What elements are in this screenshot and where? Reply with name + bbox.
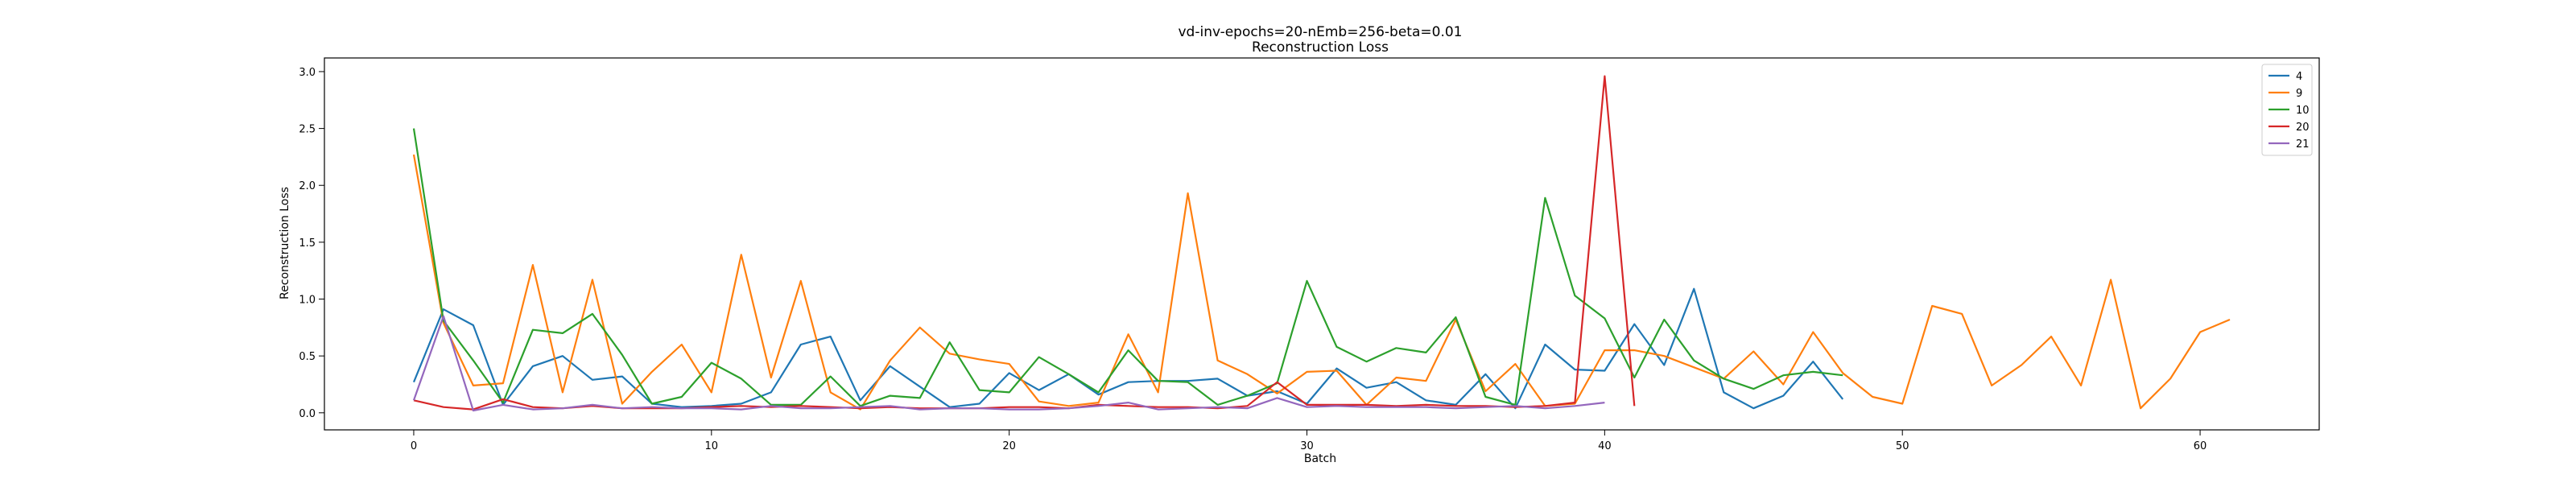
x-tick-label: 10 [705, 440, 719, 452]
x-axis-label: Batch [1304, 452, 1336, 465]
legend-label-21: 21 [2296, 138, 2310, 151]
legend-label-9: 9 [2296, 88, 2302, 100]
x-tick-label: 30 [1300, 440, 1314, 452]
y-tick-label: 2.0 [299, 180, 316, 192]
x-tick-label: 0 [411, 440, 417, 452]
y-axis-label: Reconstruction Loss [279, 187, 291, 299]
y-tick-label: 2.5 [299, 124, 316, 136]
legend: 4 9 10 20 21 [2261, 64, 2313, 156]
y-tick-label: 0.0 [299, 408, 316, 420]
x-tick-label: 50 [1896, 440, 1909, 452]
y-tick-label: 1.5 [299, 237, 316, 250]
chart-title: vd-inv-epochs=20-nEmb=256-beta=0.01 [1179, 24, 1463, 40]
legend-label-20: 20 [2296, 122, 2310, 134]
legend-label-4: 4 [2296, 71, 2302, 83]
series-layer [412, 75, 2231, 412]
series-line-10 [412, 128, 1843, 407]
legend-label-10: 10 [2296, 105, 2310, 117]
y-tick-label: 3.0 [299, 67, 316, 79]
series-line-20 [413, 75, 1636, 411]
series-line-21 [412, 315, 1605, 412]
x-tick-label: 60 [2194, 440, 2207, 452]
series-line-9 [412, 154, 2231, 411]
y-tick-label: 1.0 [299, 295, 316, 307]
y-axis: 0.0 0.5 1.0 1.5 2.0 2.5 3.0 [299, 67, 324, 420]
x-axis: 0 10 20 30 40 50 60 [411, 430, 2207, 452]
x-tick-label: 20 [1002, 440, 1016, 452]
chart-subtitle: Reconstruction Loss [1252, 39, 1389, 56]
y-tick-label: 0.5 [299, 351, 316, 363]
x-tick-label: 40 [1598, 440, 1612, 452]
plot-area [324, 57, 2320, 431]
